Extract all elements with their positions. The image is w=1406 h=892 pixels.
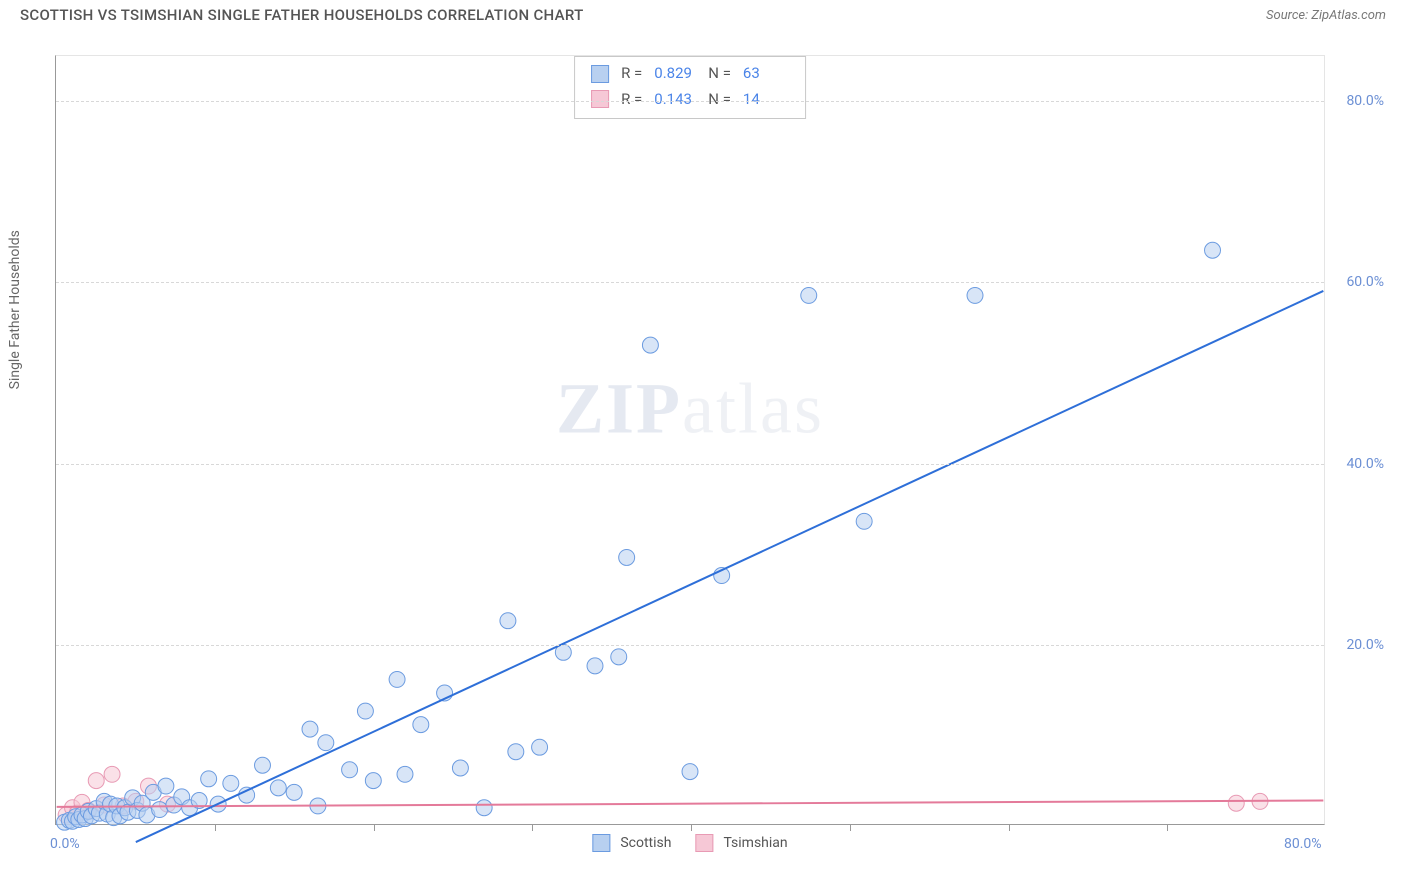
x-tick (691, 824, 692, 831)
y-tick-label: 60.0% (1346, 274, 1384, 290)
x-tick-label: 80.0% (1284, 836, 1322, 852)
gridline (56, 645, 1324, 646)
scatter-point (365, 773, 381, 789)
x-tick (1167, 824, 1168, 831)
scatter-point (270, 780, 286, 796)
x-tick (532, 824, 533, 831)
gridline (56, 282, 1324, 283)
stats-legend-box: R = 0.829 N = 63 R = 0.143 N = 14 (574, 56, 806, 119)
scatter-point (88, 773, 104, 789)
scatter-point (239, 787, 255, 803)
scatter-point (476, 800, 492, 816)
scatter-point (389, 671, 405, 687)
legend-item-scottish: Scottish (592, 834, 671, 852)
plot-svg (56, 56, 1324, 824)
r-value-scottish: 0.829 (654, 61, 696, 87)
chart-container: Single Father Households ZIPatlas R = 0.… (20, 40, 1386, 882)
trend-line (136, 291, 1324, 842)
scatter-point (413, 717, 429, 733)
legend-label-tsimshian: Tsimshian (723, 835, 787, 851)
scatter-point (619, 549, 635, 565)
gridline (56, 464, 1324, 465)
y-axis-label: Single Father Households (7, 230, 23, 389)
scatter-point (357, 703, 373, 719)
scatter-point (397, 766, 413, 782)
y-tick-label: 20.0% (1346, 637, 1384, 653)
scatter-point (611, 649, 627, 665)
n-label: N = (708, 87, 731, 113)
scatter-point (967, 287, 983, 303)
scatter-point (152, 802, 168, 818)
scatter-point (587, 658, 603, 674)
swatch-scottish (591, 65, 609, 83)
scatter-point (856, 513, 872, 529)
legend-swatch-scottish (592, 834, 610, 852)
stats-row-tsimshian: R = 0.143 N = 14 (591, 87, 789, 113)
legend-item-tsimshian: Tsimshian (695, 834, 787, 852)
scatter-point (801, 287, 817, 303)
scatter-point (342, 762, 358, 778)
x-tick (215, 824, 216, 831)
scatter-point (255, 757, 271, 773)
scatter-point (302, 721, 318, 737)
y-tick-label: 40.0% (1346, 456, 1384, 472)
n-value-scottish: 63 (743, 61, 785, 87)
scatter-point (223, 775, 239, 791)
y-tick-label: 80.0% (1346, 93, 1384, 109)
scatter-point (452, 760, 468, 776)
source-attribution: Source: ZipAtlas.com (1266, 8, 1386, 23)
plot-area: ZIPatlas R = 0.829 N = 63 R = 0.143 N = … (55, 55, 1325, 825)
r-label: R = (621, 61, 642, 87)
x-tick (374, 824, 375, 831)
x-tick (850, 824, 851, 831)
x-tick-label: 0.0% (50, 836, 80, 852)
x-tick (1009, 824, 1010, 831)
scatter-point (1205, 242, 1221, 258)
scatter-point (682, 764, 698, 780)
scatter-point (642, 337, 658, 353)
legend-label-scottish: Scottish (620, 835, 671, 851)
scatter-point (104, 766, 120, 782)
r-value-tsimshian: 0.143 (654, 87, 696, 113)
chart-title: SCOTTISH VS TSIMSHIAN SINGLE FATHER HOUS… (20, 6, 584, 24)
scatter-point (318, 735, 334, 751)
scatter-point (286, 784, 302, 800)
bottom-legend: Scottish Tsimshian (592, 834, 787, 852)
stats-row-scottish: R = 0.829 N = 63 (591, 61, 789, 87)
r-label: R = (621, 87, 642, 113)
legend-swatch-tsimshian (695, 834, 713, 852)
n-value-tsimshian: 14 (743, 87, 785, 113)
swatch-tsimshian (591, 90, 609, 108)
scatter-point (158, 778, 174, 794)
n-label: N = (708, 61, 731, 87)
gridline (56, 101, 1324, 102)
scatter-point (532, 739, 548, 755)
scatter-point (201, 771, 217, 787)
scatter-point (1228, 795, 1244, 811)
scatter-point (500, 613, 516, 629)
scatter-point (508, 744, 524, 760)
